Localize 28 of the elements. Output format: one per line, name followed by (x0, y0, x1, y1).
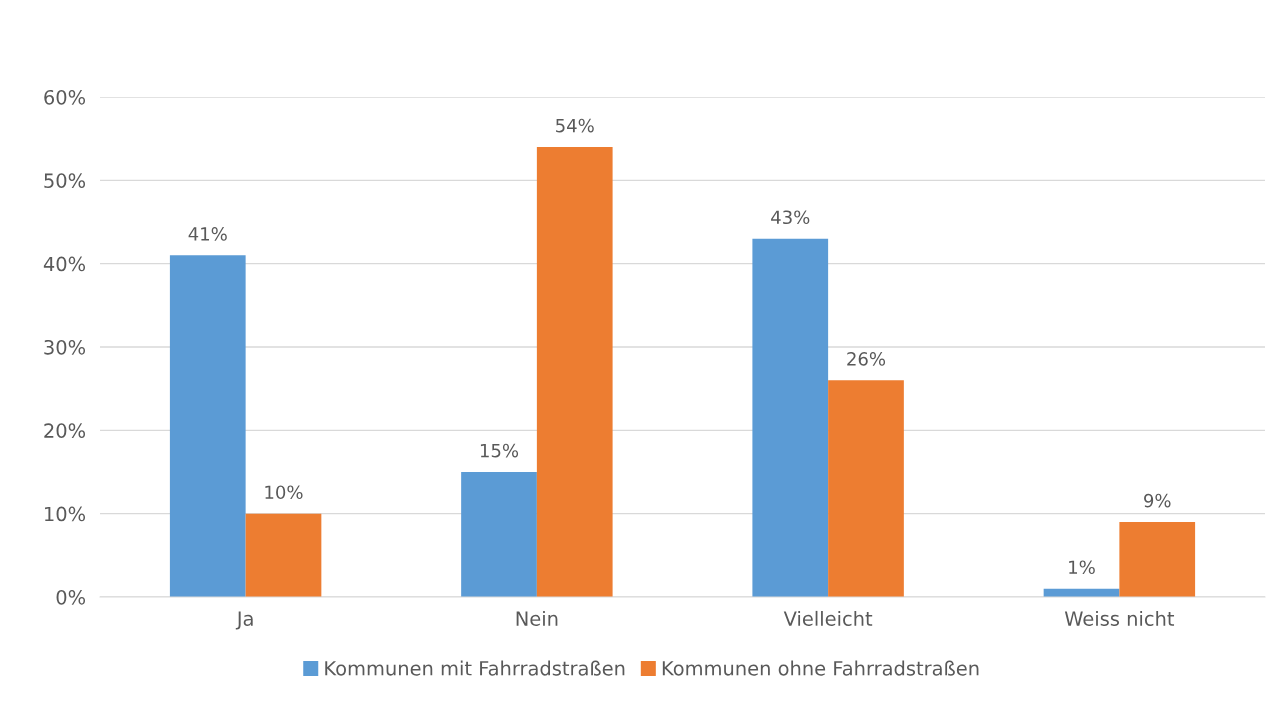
bar (245, 513, 322, 597)
bar (1119, 522, 1196, 597)
y-tick-label: 30% (44, 339, 86, 355)
data-label: 1% (1069, 560, 1095, 575)
data-label: 26% (847, 352, 886, 366)
x-tick-label: Weiss nicht (1064, 610, 1175, 626)
data-label: 10% (265, 485, 303, 500)
y-tick-label: 60% (44, 89, 86, 105)
y-tick-label: 40% (43, 256, 86, 272)
x-tick-label: Vielleicht (783, 610, 873, 626)
y-tick-label: 50% (44, 173, 86, 188)
y-tick-label: 20% (44, 423, 86, 438)
bar (828, 380, 904, 597)
x-tick-label: Nein (516, 610, 558, 626)
data-label: 9% (1144, 493, 1171, 508)
data-label: 15% (480, 443, 519, 458)
bar (461, 472, 537, 597)
legend-label: Kommunen ohne Fahrradstraßen (662, 660, 979, 676)
legend-label: Kommunen mit Fahrradstraßen (325, 660, 625, 676)
bar (752, 238, 829, 597)
data-label: 43% (771, 210, 810, 225)
data-label: 54% (556, 118, 594, 133)
x-tick-label: Ja (235, 611, 253, 630)
y-tick-label: 0% (56, 589, 86, 605)
data-label: 41% (188, 227, 227, 241)
bar (536, 147, 613, 597)
bar (169, 255, 246, 597)
y-tick-label: 10% (45, 506, 86, 522)
